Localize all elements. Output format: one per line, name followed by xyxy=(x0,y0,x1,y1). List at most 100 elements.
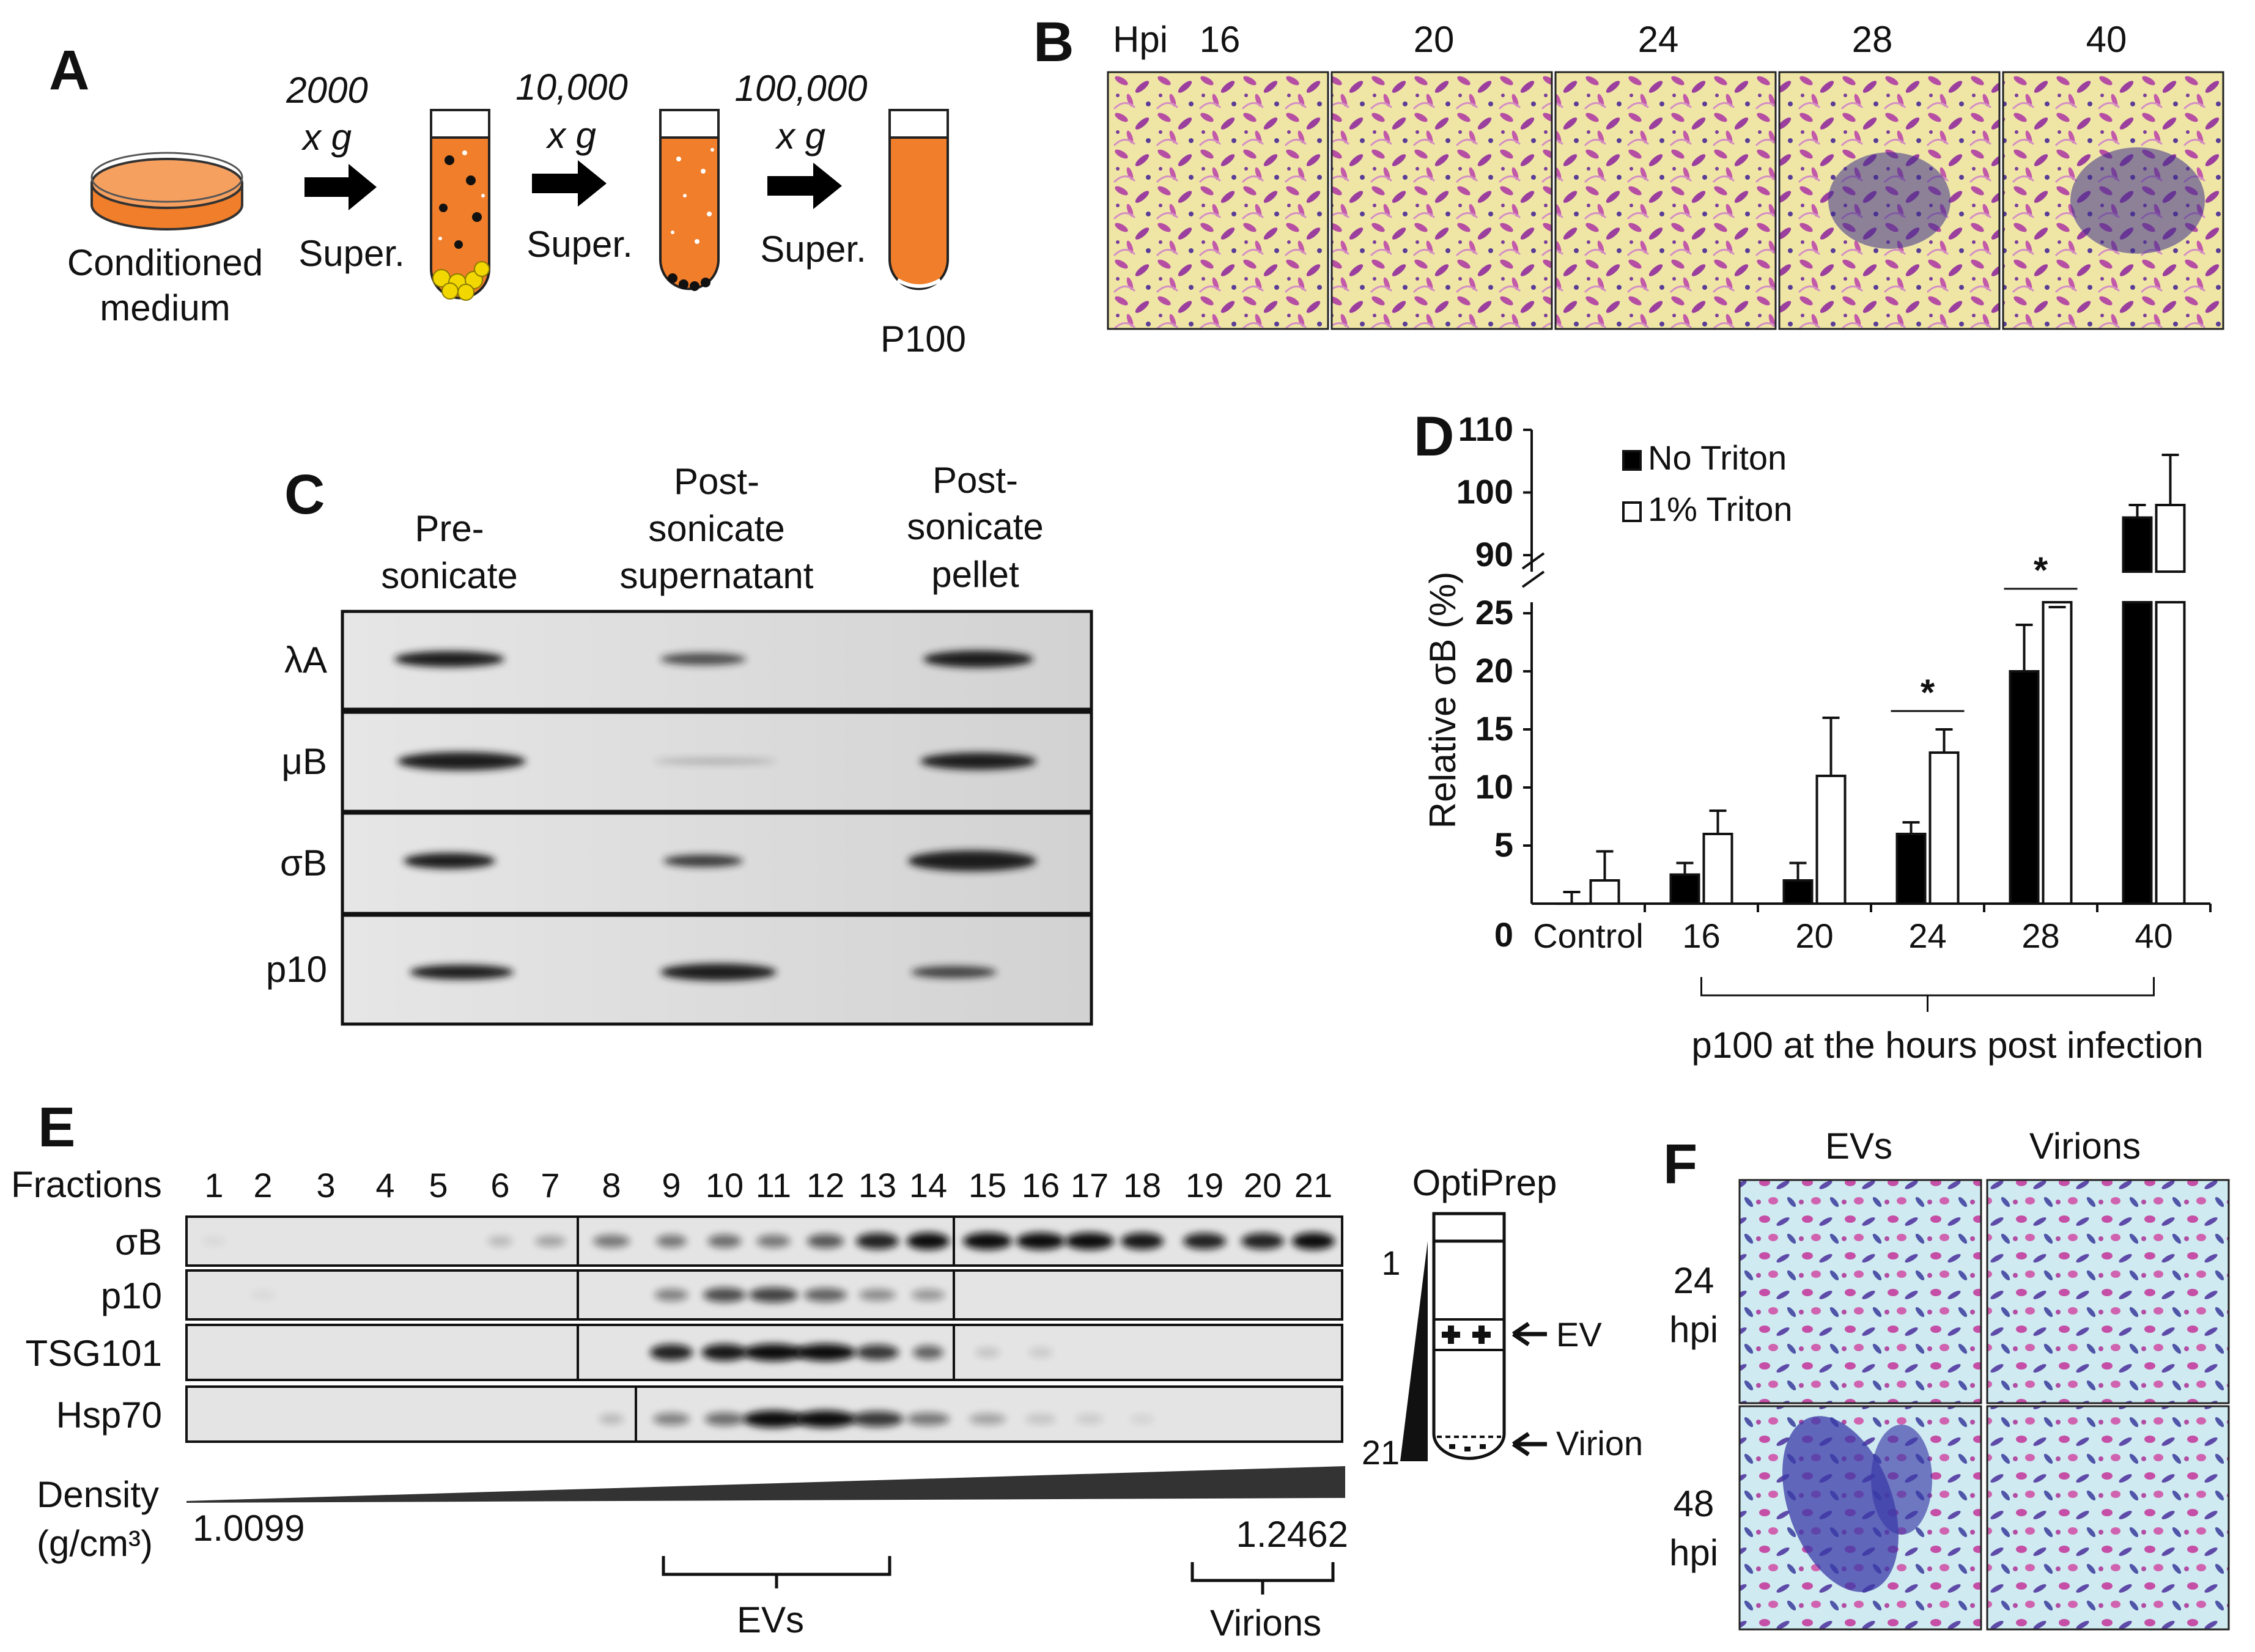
arrow-left-icon xyxy=(1512,1322,1547,1346)
step3-unit: x g xyxy=(775,116,825,157)
blot-band xyxy=(749,1287,798,1303)
syncytium-blob xyxy=(1871,1425,1932,1535)
fraction-number: 17 xyxy=(1071,1166,1109,1204)
blot-band xyxy=(394,651,504,667)
x-tick-label: 40 xyxy=(2135,916,2172,955)
blot-band xyxy=(599,1414,624,1425)
blot-e-row-label: σB xyxy=(115,1222,162,1263)
bar xyxy=(2155,504,2186,573)
bar-break-gap xyxy=(2119,573,2155,600)
blot-band xyxy=(856,1344,899,1360)
density-gradient-wedge xyxy=(186,1466,1345,1503)
fraction-number: 8 xyxy=(602,1166,621,1204)
f-row1-line2: hpi xyxy=(1669,1309,1718,1350)
x-tick-label: 16 xyxy=(1682,916,1720,955)
bar xyxy=(1928,751,1960,905)
hours-bracket xyxy=(1700,977,2155,1012)
tube-top-label: 1 xyxy=(1381,1244,1400,1282)
panel-f: F EVs Virions 24 hpi 48 hpi xyxy=(1663,1126,2230,1631)
panel-f-letter: F xyxy=(1663,1133,1697,1195)
fraction-number: 1 xyxy=(204,1166,223,1204)
bar xyxy=(1702,833,1733,905)
blot-band xyxy=(1130,1414,1154,1424)
y-tick-label: 0 xyxy=(1494,915,1513,954)
blot-band xyxy=(653,1412,690,1426)
legend-label: 1% Triton xyxy=(1648,490,1793,528)
f-row2-line2: hpi xyxy=(1669,1532,1718,1573)
optiprep-label: OptiPrep xyxy=(1412,1162,1557,1203)
panel-d: D Relative σB (%) 0 5 10 15 20 25 90 100 110 Cont… xyxy=(1414,405,2212,1066)
fraction-number: 4 xyxy=(375,1166,394,1204)
ev-bracket xyxy=(662,1556,891,1588)
blot-band xyxy=(707,1234,742,1248)
blot-band xyxy=(535,1235,566,1247)
f-row1-line1: 24 xyxy=(1674,1260,1714,1301)
medium-label-1: Conditioned xyxy=(67,242,263,283)
tube-10000g xyxy=(659,109,720,291)
micrograph-virion-48h xyxy=(1986,1405,2230,1631)
blot-c-row-label: p10 xyxy=(266,949,327,990)
blot-band xyxy=(202,1236,226,1246)
optiprep-tube xyxy=(1432,1212,1506,1460)
col3-line1: Post- xyxy=(932,460,1018,501)
bar xyxy=(2042,601,2073,905)
blot-band xyxy=(1241,1233,1284,1250)
blot-band xyxy=(908,850,1036,871)
virion-bracket-label: Virions xyxy=(1210,1602,1321,1643)
syncytium-blob xyxy=(1782,1416,1899,1592)
step2-fraction: Super. xyxy=(526,224,632,265)
blot-band xyxy=(593,1234,630,1248)
blot-band xyxy=(743,1410,804,1428)
blot-band xyxy=(907,1412,950,1426)
fraction-number: 12 xyxy=(806,1166,844,1204)
y-tick-label: 5 xyxy=(1494,825,1513,864)
step1-fraction: Super. xyxy=(298,233,404,274)
micrograph-24h xyxy=(1554,71,1777,330)
fraction-number: 11 xyxy=(756,1166,791,1204)
x-tick-label: 20 xyxy=(1795,916,1833,955)
y-tick-label: 10 xyxy=(1475,767,1513,806)
bar xyxy=(1589,879,1620,905)
blot-e-row-label: Hsp70 xyxy=(56,1395,162,1436)
y-tick-label: 90 xyxy=(1475,535,1513,573)
fraction-number: 7 xyxy=(541,1166,559,1204)
f-row2-line1: 48 xyxy=(1674,1483,1714,1524)
blot-band xyxy=(923,651,1033,668)
syncytium-blob xyxy=(1828,152,1951,249)
gradient-triangle xyxy=(1400,1241,1428,1461)
blot-band xyxy=(969,1413,1006,1425)
fractions-label: Fractions xyxy=(11,1164,162,1205)
blot-e: σB p10 TSG101 Hsp70 xyxy=(26,1215,1343,1443)
fraction-number: 20 xyxy=(1244,1166,1282,1204)
fraction-number: 6 xyxy=(490,1166,509,1204)
fraction-number: 14 xyxy=(909,1166,947,1204)
arrow-right-icon xyxy=(532,160,607,207)
blot-band xyxy=(701,1344,748,1361)
fraction-number: 3 xyxy=(316,1166,335,1204)
blot-c-row-label: λA xyxy=(284,640,327,680)
blot-band xyxy=(656,1234,687,1248)
blot-c-row-label: σB xyxy=(280,843,327,883)
x-axis-label: p100 at the hours post infection xyxy=(1691,1025,2203,1066)
tube-virion-label: Virion xyxy=(1556,1424,1643,1462)
blot-band xyxy=(1016,1233,1065,1250)
density-max: 1.2462 xyxy=(1236,1514,1348,1555)
blot-band xyxy=(650,1344,693,1361)
blot-band xyxy=(660,653,746,665)
blot-band xyxy=(859,1289,896,1301)
col1-line2: sonicate xyxy=(381,555,517,596)
density-label-1: Density xyxy=(37,1474,159,1515)
hpi-label: Hpi xyxy=(1113,19,1168,60)
syncytium-blob xyxy=(2070,147,2205,254)
step3-speed: 100,000 xyxy=(735,68,868,109)
col3-line3: pellet xyxy=(931,554,1019,595)
blot-band xyxy=(488,1236,512,1247)
micrograph-16h xyxy=(1107,71,1329,330)
blot-band xyxy=(1025,1414,1056,1425)
blot-band xyxy=(1028,1348,1053,1357)
y-tick-label: 15 xyxy=(1475,709,1513,748)
arrow-right-icon xyxy=(304,164,377,210)
tube-100000g xyxy=(888,109,949,290)
step2-speed: 10,000 xyxy=(515,67,628,108)
density-label-2: (g/cm³) xyxy=(37,1523,153,1564)
